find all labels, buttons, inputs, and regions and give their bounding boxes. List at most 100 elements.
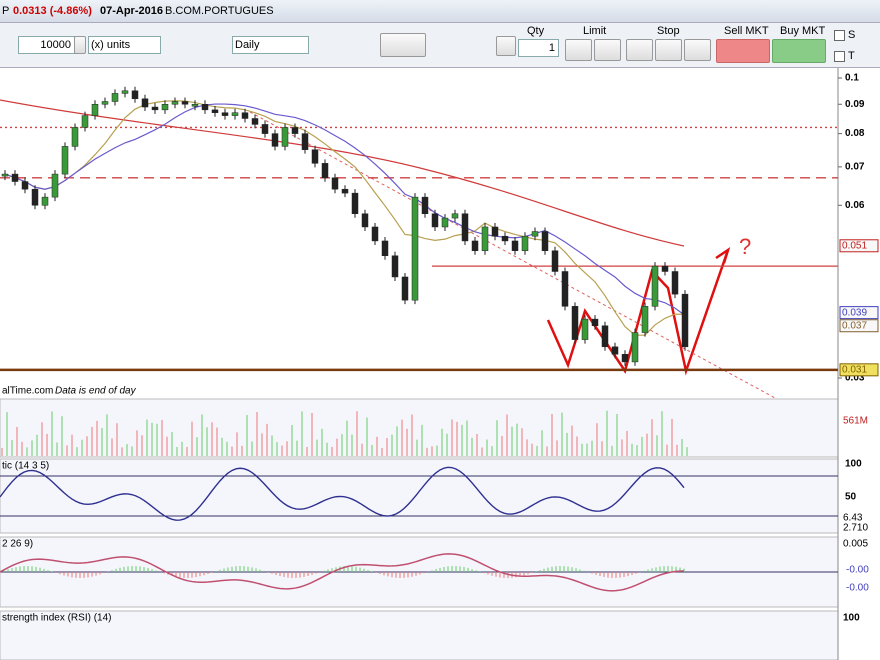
candle (231, 112, 239, 116)
candle (651, 265, 659, 307)
candle (111, 93, 119, 102)
title-bar: P 0.0313 (-4.86%) 07-Apr-2016 B.COM.PORT… (0, 0, 880, 23)
candle (611, 346, 619, 355)
long-average (0, 99, 685, 247)
candle (571, 306, 579, 340)
candle (1, 173, 9, 177)
candle (161, 104, 169, 111)
candle (511, 240, 519, 251)
candle (251, 118, 259, 125)
candle (71, 127, 79, 147)
candle (391, 255, 399, 278)
candle (451, 213, 459, 219)
price-tag-label: 0.037 (842, 320, 867, 331)
chart-type-button[interactable] (380, 33, 426, 57)
candle (191, 104, 199, 107)
candle (411, 196, 419, 301)
limit-up[interactable] (594, 39, 621, 61)
price-panel (0, 68, 838, 378)
candle (461, 213, 469, 242)
units-select[interactable]: (x) units (88, 36, 161, 54)
candle (281, 127, 289, 147)
candle (101, 101, 109, 105)
candle (131, 90, 139, 100)
candle (241, 112, 249, 119)
candle (371, 226, 379, 242)
candle (401, 276, 409, 301)
stoch-line (0, 466, 685, 521)
stochastic-panel (0, 458, 839, 534)
tab: P (2, 5, 10, 17)
quantity-input[interactable]: 10000 (18, 36, 75, 54)
candle (421, 196, 429, 214)
candle (601, 325, 609, 348)
candle (441, 217, 449, 228)
candle (641, 306, 649, 333)
macd-line (0, 553, 685, 592)
candle (501, 235, 509, 242)
candle (531, 231, 539, 237)
stop-3[interactable] (684, 39, 711, 61)
last-price: 0.0313 (-4.86%) (13, 5, 92, 17)
stop-1[interactable] (626, 39, 653, 61)
spinner[interactable] (74, 36, 86, 54)
macd-tick: 0.005 (843, 539, 868, 550)
stoch-tag: 2.710 (843, 523, 868, 534)
y-tick-label: 100 (845, 459, 862, 470)
buy-label: Buy MKT (780, 25, 826, 37)
limit-down[interactable] (565, 39, 592, 61)
date: 07-Apr-2016 (100, 5, 163, 17)
price-tag (839, 239, 879, 253)
stop-2[interactable] (655, 39, 682, 61)
period-select[interactable]: Daily (232, 36, 309, 54)
limit-label: Limit (583, 25, 607, 37)
volume-tag: 561M (843, 416, 868, 427)
candle (81, 115, 89, 128)
candle (291, 127, 299, 134)
candle (471, 240, 479, 251)
y-tick-label: 0.03 (845, 373, 865, 384)
sell-button[interactable] (716, 39, 770, 63)
stop-label: Stop (657, 25, 680, 37)
t-label: T (848, 50, 855, 62)
toolbar: 10000 (x) units Daily Qty 1 Limit Stop S… (0, 23, 880, 68)
candle (181, 101, 189, 105)
candle (271, 133, 279, 147)
candle (341, 188, 349, 194)
candle (91, 104, 99, 116)
y-tick-label: 0.06 (845, 200, 865, 211)
price-tag (839, 306, 879, 320)
candle (681, 293, 689, 348)
candle (321, 163, 329, 179)
settings-button[interactable] (496, 36, 516, 56)
buy-button[interactable] (772, 39, 826, 63)
macd-tick: -0.00 (846, 565, 869, 576)
candle (631, 332, 639, 363)
candle (661, 265, 669, 272)
t-checkbox[interactable] (834, 51, 845, 62)
candle (541, 231, 549, 251)
candle (481, 226, 489, 251)
y-tick-label: 0.07 (845, 162, 865, 173)
candle (351, 192, 359, 214)
note: Data is end of day (55, 386, 137, 397)
trend-line (249, 111, 776, 399)
candle (491, 226, 499, 237)
candle (591, 318, 599, 326)
s-checkbox[interactable] (834, 30, 845, 41)
candle (211, 109, 219, 113)
qty-input[interactable]: 1 (518, 39, 559, 57)
candle (31, 188, 39, 206)
price-tag (839, 363, 879, 377)
candle (261, 124, 269, 134)
candle (581, 318, 589, 340)
candle (561, 271, 569, 307)
y-tick-label: 0.09 (845, 99, 865, 110)
candle (141, 98, 149, 108)
rsi-tick: 100 (843, 613, 860, 624)
price-tag-label: 0.051 (842, 240, 867, 251)
symbol: B.COM.PORTUGUES (165, 5, 274, 17)
rsi-title: strength index (RSI) (14) (2, 613, 112, 624)
candle (201, 104, 209, 111)
